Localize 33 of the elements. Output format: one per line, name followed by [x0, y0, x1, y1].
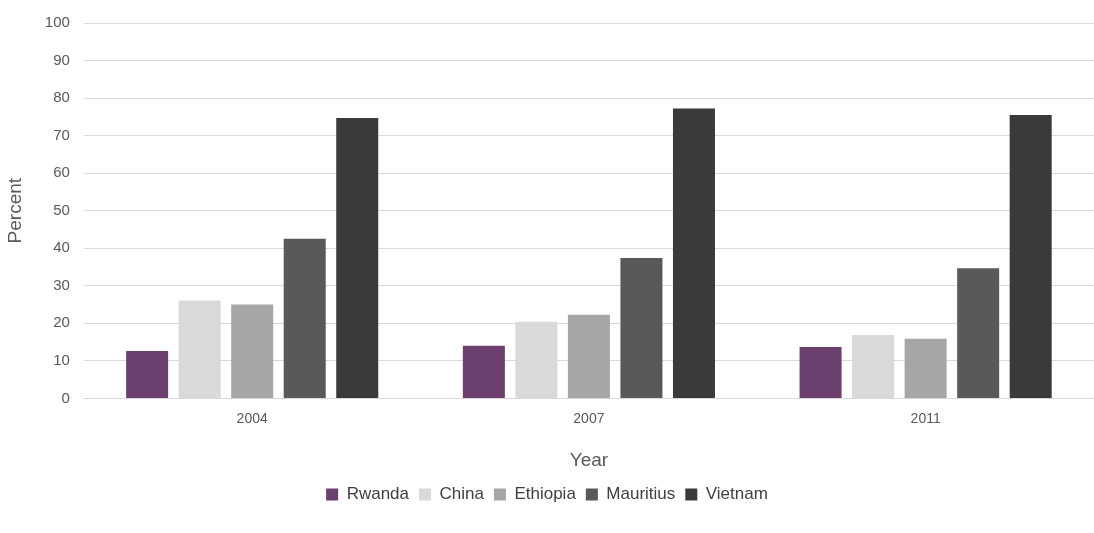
y-tick-label: 70: [53, 125, 70, 143]
legend-label: China: [439, 484, 485, 504]
y-tick-label: 0: [61, 388, 70, 406]
bar: [462, 345, 505, 398]
legend-label: Vietnam: [705, 484, 768, 504]
legend-label: Ethiopia: [514, 484, 577, 504]
bar: [904, 338, 947, 398]
y-tick-label: 20: [53, 313, 70, 331]
x-tick-label: 2007: [573, 409, 605, 426]
bar: [126, 351, 169, 398]
bar: [957, 268, 1000, 398]
bar: [231, 304, 274, 398]
y-tick-label: 60: [53, 163, 70, 181]
legend-label: Rwanda: [346, 484, 410, 504]
y-tick-label: 100: [44, 13, 70, 31]
y-tick-label: 30: [53, 275, 70, 293]
x-tick-label: 2011: [910, 409, 941, 426]
x-axis-title: Year: [569, 448, 609, 470]
y-axis-title: Percent: [3, 177, 25, 244]
bar: [620, 258, 663, 398]
y-tick-label: 10: [53, 351, 70, 368]
bar: [672, 108, 715, 398]
legend-label: Mauritius: [606, 484, 676, 504]
bar: [567, 314, 610, 398]
y-tick-label: 90: [53, 50, 70, 68]
y-tick-label: 80: [53, 88, 70, 106]
bar: [283, 238, 326, 398]
y-tick-label: 40: [53, 238, 70, 256]
bar: [1009, 114, 1052, 398]
y-tick-label: 50: [53, 200, 70, 218]
bar: [336, 117, 379, 398]
x-tick-label: 2004: [236, 409, 268, 426]
bar: [799, 346, 842, 398]
